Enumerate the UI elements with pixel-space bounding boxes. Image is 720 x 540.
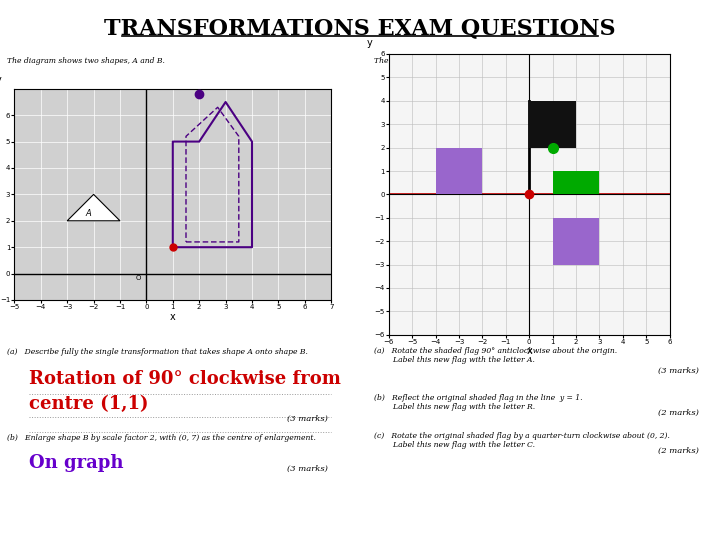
Text: O: O (136, 275, 141, 281)
Text: The diagram shows two shapes, A and B.: The diagram shows two shapes, A and B. (7, 57, 165, 65)
Bar (436, 147, 482, 194)
X-axis label: x: x (526, 346, 532, 356)
Text: centre (1,1): centre (1,1) (29, 395, 148, 413)
Text: (3 marks): (3 marks) (287, 415, 328, 423)
Text: TRANSFORMATIONS EXAM QUESTIONS: TRANSFORMATIONS EXAM QUESTIONS (104, 17, 616, 39)
Text: (2 marks): (2 marks) (657, 409, 698, 417)
Text: (3 marks): (3 marks) (657, 367, 698, 375)
X-axis label: x: x (170, 312, 176, 321)
Text: Rotation of 90° clockwise from: Rotation of 90° clockwise from (29, 370, 341, 388)
Text: (b)   Reflect the original shaded flag in the line  y = 1.
        Label this ne: (b) Reflect the original shaded flag in … (374, 394, 583, 411)
Text: The diagram shows a shaded flag.: The diagram shows a shaded flag. (374, 57, 505, 65)
Text: On graph: On graph (29, 454, 123, 471)
Y-axis label: y: y (366, 38, 372, 49)
Text: (c)   Rotate the original shaded flag by a quarter-turn clockwise about (0, 2).
: (c) Rotate the original shaded flag by a… (374, 432, 670, 449)
Bar (553, 218, 599, 265)
Text: (b)   Enlarge shape B by scale factor 2, with (0, 7) as the centre of enlargemen: (b) Enlarge shape B by scale factor 2, w… (7, 434, 316, 442)
Bar (529, 101, 576, 147)
Bar (553, 171, 599, 194)
Y-axis label: y: y (0, 75, 1, 85)
Text: (a)   Describe fully the single transformation that takes shape A onto shape B.: (a) Describe fully the single transforma… (7, 348, 308, 356)
Polygon shape (67, 194, 120, 221)
Text: A: A (86, 209, 91, 218)
Text: (2 marks): (2 marks) (657, 447, 698, 455)
Text: (a)   Rotate the shaded flag 90° anticlockwise about the origin.
        Label t: (a) Rotate the shaded flag 90° anticlock… (374, 347, 618, 364)
Text: (3 marks): (3 marks) (287, 464, 328, 472)
